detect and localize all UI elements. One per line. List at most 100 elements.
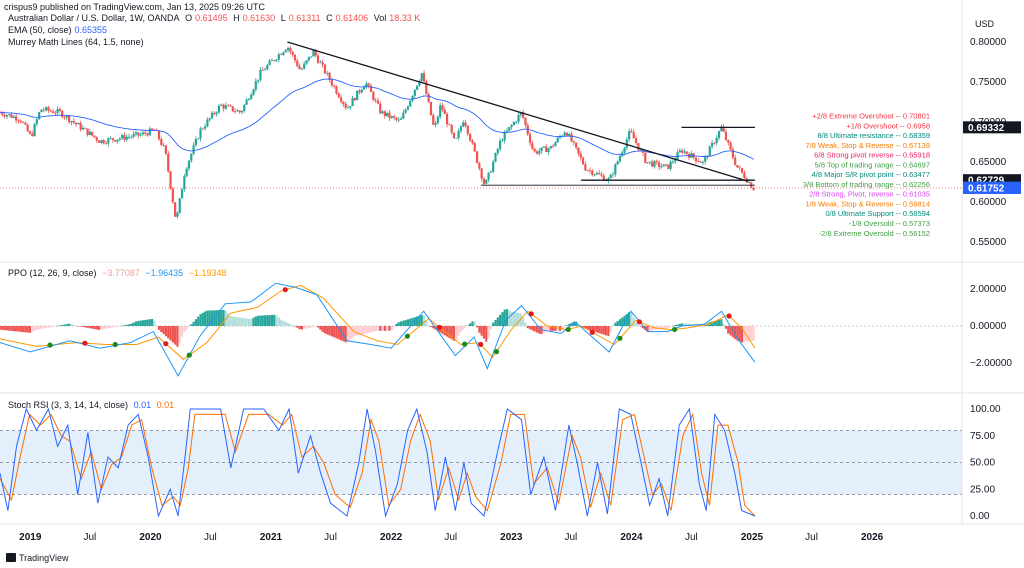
ppo-histogram-bar	[409, 318, 412, 326]
candle-body	[157, 130, 161, 140]
time-axis-tick: 2024	[620, 532, 643, 543]
candle-body	[658, 162, 661, 167]
candle-body	[547, 148, 550, 152]
candle-body	[568, 133, 571, 136]
ppo-histogram-bar	[44, 326, 48, 329]
ppo-histogram-bar	[79, 326, 82, 327]
candle-body	[434, 123, 437, 125]
candle-body	[436, 116, 439, 124]
ohlc-c-value: 0.61406	[335, 13, 369, 23]
ppo-histogram-bar	[575, 321, 578, 326]
ppo-histogram-bar	[300, 326, 304, 330]
candle-body	[240, 111, 244, 113]
candle-body	[704, 156, 707, 162]
candle-body	[333, 85, 336, 87]
ppo-histogram-bar	[3, 326, 6, 331]
candle-body	[310, 56, 313, 58]
ppo-histogram-bar	[671, 325, 675, 327]
ppo-histogram-bar	[247, 318, 250, 326]
candle-body	[441, 105, 444, 110]
candle-body	[480, 168, 483, 179]
candle-body	[63, 117, 66, 118]
ppo-histogram-bar	[201, 312, 204, 326]
candle-body	[282, 52, 285, 55]
ppo-histogram-bar	[609, 326, 612, 333]
candle-body	[266, 65, 269, 70]
ppo-histogram-bar	[118, 326, 121, 327]
candle-body	[473, 143, 476, 152]
ppo-histogram-bar	[637, 324, 640, 326]
candle-body	[681, 150, 684, 153]
candle-body	[556, 137, 559, 143]
ppo-cross-dot	[726, 313, 732, 319]
ppo-histogram-bar	[639, 326, 642, 327]
candle-body	[84, 127, 87, 129]
ppo-histogram-bar	[68, 323, 71, 326]
candle-body	[139, 134, 142, 136]
ppo-cross-dot	[493, 349, 500, 355]
ppo-histogram-bar	[21, 326, 25, 333]
candle-body	[503, 132, 506, 141]
candle-body	[162, 144, 165, 146]
candle-body	[40, 109, 43, 113]
candle-body	[381, 111, 384, 114]
candle-body	[628, 131, 631, 140]
currency-label: USD	[975, 19, 995, 29]
candle-body	[701, 161, 704, 163]
ppo-histogram-bar	[123, 325, 126, 326]
candle-body	[683, 151, 686, 153]
candle-body	[220, 104, 223, 106]
stoch-legend-label: Stoch RSI (3, 3, 14, 14, close)	[8, 400, 129, 410]
ppo-histogram-bar	[141, 320, 144, 326]
ppo-histogram-bar	[132, 322, 135, 326]
candle-body	[326, 72, 329, 74]
ppo-histogram-bar	[342, 326, 345, 342]
candle-body	[206, 119, 209, 127]
candle-body	[190, 153, 193, 161]
candle-body	[132, 134, 135, 137]
ppo-histogram-bar	[734, 326, 737, 340]
ppo-histogram-bar	[418, 315, 421, 326]
ppo-histogram-bar	[397, 322, 400, 326]
ppo-histogram-bar	[323, 326, 327, 334]
ppo-histogram-bar	[586, 326, 589, 330]
candle-body	[151, 128, 154, 130]
candle-body	[575, 142, 578, 148]
ppo-histogram-bar	[363, 326, 366, 334]
candle-body	[95, 137, 98, 141]
ppo-histogram-bar	[542, 326, 545, 333]
murrey-level-label: 8/8 Ultimate resistance -- 0.68359	[817, 131, 930, 140]
candle-body	[496, 149, 499, 154]
ppo-histogram-bar	[326, 326, 329, 335]
stoch-k-line	[0, 407, 756, 518]
candle-body	[81, 127, 85, 130]
ppo-histogram-bar	[268, 315, 271, 326]
ppo-histogram-bar	[273, 314, 276, 326]
time-axis-tick: Jul	[324, 532, 337, 543]
ppo-histogram-bar	[475, 326, 479, 328]
ppo-cross-dot	[47, 342, 53, 348]
ppo-histogram-bar	[752, 326, 755, 341]
ppo-histogram-bar	[31, 326, 34, 332]
candle-body	[637, 143, 640, 150]
candle-body	[379, 103, 382, 114]
murrey-level-label: -1/8 Oversold -- 0.57373	[849, 219, 930, 228]
ppo-histogram-bar	[591, 326, 594, 331]
ppo-histogram-bar	[153, 320, 156, 326]
murrey-level-label: +2/8 Extreme Overshoot -- 0.70801	[812, 112, 930, 121]
ppo-histogram-bar	[291, 325, 294, 326]
candle-body	[738, 167, 741, 169]
ppo-histogram-bar	[381, 326, 384, 331]
candle-body	[406, 106, 410, 110]
candle-body	[439, 105, 442, 117]
ohlc-o-label: O	[185, 13, 193, 23]
ppo-histogram-bar	[538, 326, 541, 334]
candle-body	[648, 161, 651, 163]
ppo-histogram-bar	[351, 326, 354, 338]
candle-body	[432, 115, 435, 125]
murrey-level-label: 0/8 Ultimate Support -- 0.58594	[825, 209, 930, 218]
candle-body	[5, 115, 9, 117]
time-axis-tick: 2020	[139, 532, 162, 543]
tradingview-logo-icon	[6, 553, 16, 562]
